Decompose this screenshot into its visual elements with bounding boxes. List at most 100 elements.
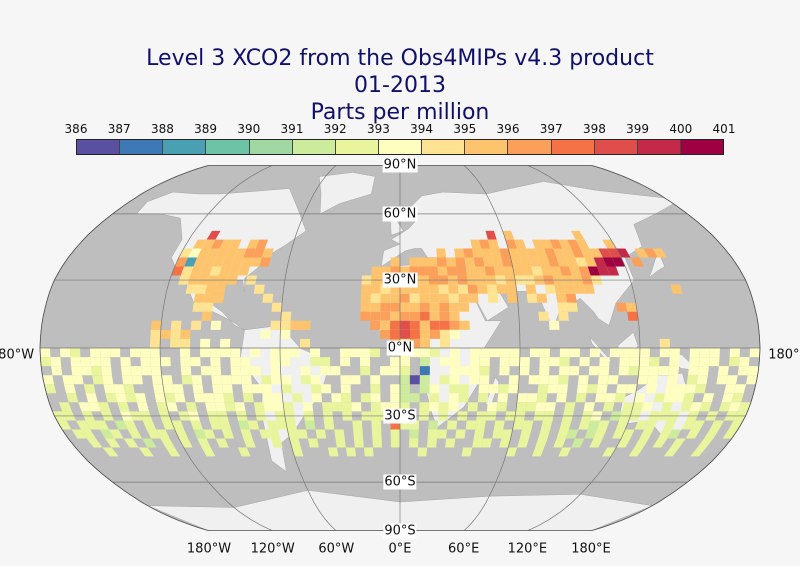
xco2-cell <box>571 248 585 258</box>
xco2-cell <box>85 393 98 403</box>
xco2-cell <box>165 447 181 457</box>
xco2-cell <box>557 302 568 312</box>
xco2-cell <box>190 420 203 430</box>
xco2-cell <box>58 402 72 412</box>
xco2-cell <box>539 366 550 376</box>
xco2-cell <box>380 320 391 330</box>
colorbar-bin <box>249 140 293 154</box>
xco2-cell <box>85 420 100 430</box>
colorbar-bin <box>378 140 423 154</box>
xco2-cell <box>160 438 175 448</box>
xco2-cell <box>370 284 381 294</box>
xco2-cell <box>670 284 683 294</box>
xco2-cell <box>578 420 591 430</box>
xco2-cell <box>291 447 304 457</box>
colorbar-tick-label: 392 <box>323 122 347 136</box>
xco2-cell <box>576 384 588 394</box>
xco2-cell <box>573 284 586 294</box>
xco2-cell <box>240 429 253 439</box>
xco2-cell <box>634 420 648 430</box>
lat-label: 90°N <box>382 157 418 173</box>
lat-label: 60°S <box>383 474 417 490</box>
xco2-cell <box>419 329 430 339</box>
xco2-cell <box>557 384 568 394</box>
xco2-cell <box>154 393 166 403</box>
xco2-cell <box>307 438 319 448</box>
xco2-cell <box>436 257 447 267</box>
xco2-cell <box>509 357 520 367</box>
xco2-cell <box>115 393 127 403</box>
xco2-cell <box>228 239 242 249</box>
xco2-cell <box>172 384 184 394</box>
xco2-cell <box>250 348 261 358</box>
xco2-cell <box>419 366 430 376</box>
xco2-cell <box>219 239 233 249</box>
xco2-cell <box>614 393 626 403</box>
xco2-cell <box>690 447 707 457</box>
xco2-cell <box>247 420 260 430</box>
colorbar-bin <box>422 140 466 154</box>
xco2-cell <box>469 348 480 358</box>
xco2-cell <box>370 384 381 394</box>
xco2-cell <box>738 357 750 367</box>
xco2-cell <box>583 402 595 412</box>
xco2-cell <box>427 438 437 448</box>
xco2-cell <box>310 348 321 358</box>
xco2-cell <box>449 357 460 367</box>
xco2-cell <box>499 248 511 258</box>
xco2-cell <box>584 257 598 267</box>
xco2-cell <box>668 366 680 376</box>
xco2-cell <box>353 429 364 439</box>
xco2-cell <box>280 348 291 358</box>
colorbar-tick-label: 399 <box>626 122 650 136</box>
xco2-cell <box>607 375 619 385</box>
xco2-cell <box>418 257 429 267</box>
colorbar-tick-label: 396 <box>496 122 520 136</box>
xco2-cell <box>193 429 207 439</box>
xco2-cell <box>281 384 292 394</box>
xco2-cell <box>593 429 607 439</box>
xco2-cell <box>437 266 448 276</box>
xco2-cell <box>97 402 111 412</box>
xco2-cell <box>127 429 142 439</box>
xco2-cell <box>439 320 450 330</box>
xco2-cell <box>210 239 225 249</box>
xco2-cell <box>214 402 227 412</box>
xco2-cell <box>558 311 569 321</box>
xco2-cell <box>575 239 590 249</box>
xco2-cell <box>429 311 440 321</box>
xco2-cell <box>722 429 738 439</box>
xco2-cell <box>728 420 744 430</box>
xco2-cell <box>554 284 566 294</box>
xco2-cell <box>634 248 649 258</box>
xco2-cell <box>718 402 732 412</box>
xco2-cell <box>83 384 96 394</box>
xco2-cell <box>724 384 737 394</box>
xco2-cell <box>461 447 473 457</box>
xco2-cell <box>202 257 216 267</box>
xco2-cell <box>465 266 477 276</box>
xco2-cell <box>409 293 420 303</box>
xco2-cell <box>481 438 493 448</box>
xco2-cell <box>400 375 410 385</box>
lat-label: 0°N <box>386 340 414 356</box>
xco2-cell <box>390 293 400 303</box>
xco2-cell <box>150 357 161 367</box>
xco2-cell <box>446 266 458 276</box>
xco2-cell <box>150 348 161 358</box>
xco2-cell <box>215 248 229 258</box>
xco2-cell <box>479 375 490 385</box>
xco2-cell <box>525 284 537 294</box>
xco2-cell <box>505 239 518 249</box>
xco2-cell <box>205 402 217 412</box>
xco2-cell <box>562 248 576 258</box>
xco2-cell <box>142 438 157 448</box>
xco2-cell <box>586 384 598 394</box>
xco2-cell <box>270 366 281 376</box>
xco2-cell <box>535 248 548 258</box>
xco2-cell <box>429 384 440 394</box>
xco2-cell <box>170 329 181 339</box>
xco2-cell <box>270 375 282 385</box>
xco2-cell <box>430 348 440 358</box>
lat-label: 30°S <box>383 408 417 424</box>
